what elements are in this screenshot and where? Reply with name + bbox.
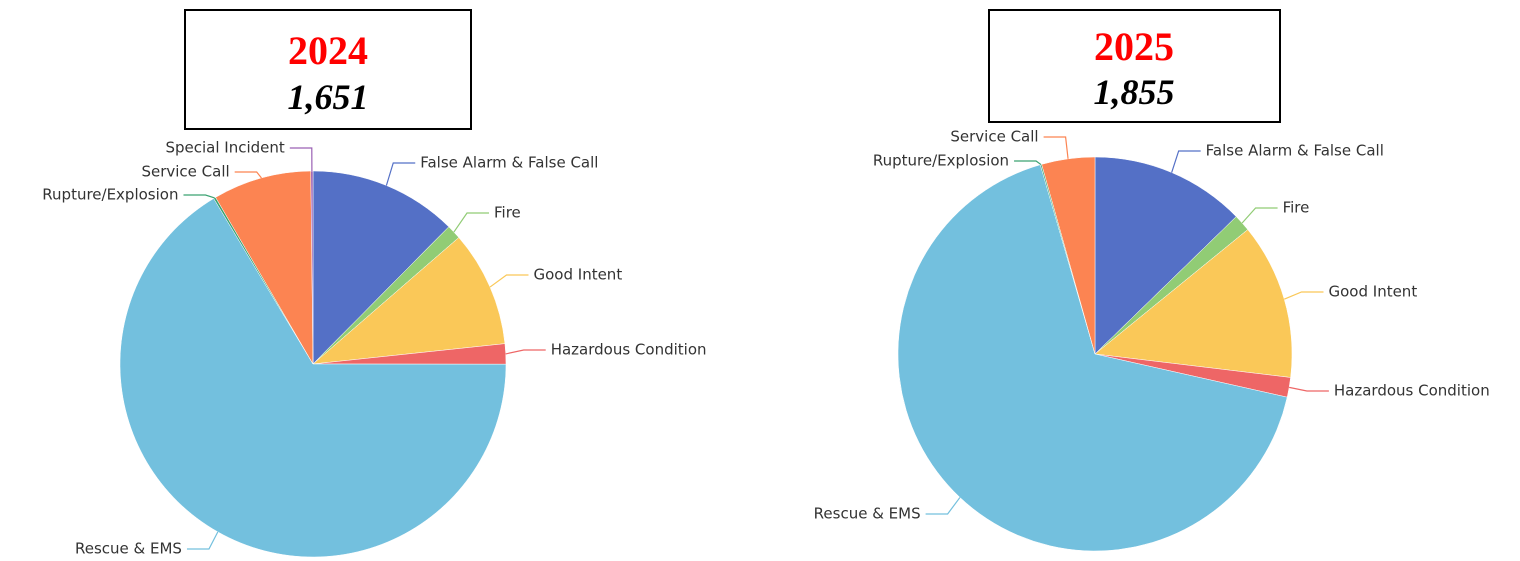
chart-title: 2024	[288, 28, 368, 73]
leader-line	[1289, 386, 1329, 392]
leader-line	[1043, 136, 1069, 159]
slice-label: Rupture/Explosion	[873, 152, 1009, 170]
slice-label: Hazardous Condition	[551, 341, 707, 359]
leader-line	[505, 349, 546, 355]
leader-line	[186, 531, 219, 550]
pie-slice	[1094, 156, 1237, 355]
leader-line	[1241, 207, 1278, 224]
pie-slice	[897, 164, 1288, 552]
title-box	[184, 9, 472, 130]
slice-label: Hazardous Condition	[1334, 382, 1490, 400]
slice-label: Good Intent	[534, 266, 623, 284]
pie-slice	[1094, 229, 1293, 378]
leader-line	[183, 194, 215, 199]
slice-label: False Alarm & False Call	[1206, 142, 1384, 160]
slice-label: Service Call	[141, 163, 229, 181]
slice-label: Service Call	[950, 128, 1038, 146]
title-box	[988, 9, 1281, 123]
leader-line	[234, 171, 262, 179]
pie-slice	[215, 170, 314, 365]
slice-label: Special Incident	[165, 139, 284, 157]
slice-label: Rescue & EMS	[814, 505, 921, 523]
leader-line	[1014, 160, 1042, 166]
leader-line	[489, 274, 529, 288]
slice-label: Rescue & EMS	[75, 540, 182, 558]
chart-subtitle: 1,855	[1094, 72, 1175, 112]
slice-label: False Alarm & False Call	[420, 154, 598, 172]
slice-label: Good Intent	[1329, 283, 1418, 301]
leader-line	[1171, 150, 1201, 173]
pie-slice	[310, 170, 314, 365]
leader-line	[1283, 291, 1324, 300]
slice-label: Fire	[1283, 199, 1310, 217]
leader-line	[453, 212, 490, 233]
leader-line	[385, 162, 416, 186]
chart-title: 2025	[1094, 24, 1174, 69]
slice-label: Fire	[494, 204, 521, 222]
pie-slice	[1041, 156, 1096, 355]
pie-slice	[312, 237, 506, 365]
leader-line	[289, 147, 313, 172]
leader-line	[925, 497, 961, 515]
chart-subtitle: 1,651	[288, 77, 369, 117]
slice-label: Rupture/Explosion	[42, 186, 178, 204]
